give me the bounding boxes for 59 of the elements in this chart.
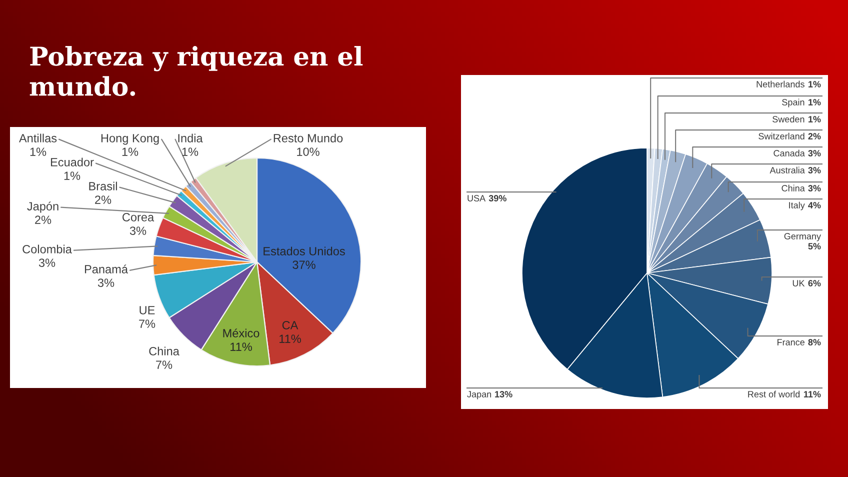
slice-label: France — [778, 339, 804, 346]
slice-label: CA — [282, 321, 298, 330]
slice-label: UE — [140, 306, 155, 314]
data-label: 10% — [297, 148, 320, 156]
slice-label: Sweden — [772, 116, 804, 122]
slice-label: Hong Kong — [101, 134, 159, 145]
data-label: 37% — [292, 260, 316, 269]
data-label: 6% — [808, 280, 821, 286]
data-label: 7% — [139, 320, 156, 328]
slice-label: Canada — [774, 150, 805, 156]
slice-label: Japan — [467, 391, 492, 400]
data-label: 11% — [280, 334, 301, 343]
slice-label: Resto Mundo — [274, 134, 343, 142]
data-label: 5% — [808, 243, 821, 250]
slice-label: Italy — [789, 202, 805, 210]
data-label: 3% — [130, 226, 146, 235]
chart-title: Pobreza y riqueza en el mundo. — [30, 46, 363, 96]
slice-label: Japón — [27, 202, 58, 213]
slice-label: China — [782, 184, 805, 192]
data-label: 1% — [808, 116, 821, 122]
data-label: 3% — [808, 185, 821, 192]
data-label: 2% — [808, 133, 821, 140]
slice-label: Corea — [122, 213, 154, 222]
data-label: 2% — [35, 216, 52, 224]
data-label: 1% — [122, 148, 138, 156]
slice-label: UK — [792, 280, 805, 286]
slice-label: Germany — [784, 233, 821, 242]
data-label: 1% — [808, 81, 821, 88]
slice-label: Estados Unidos — [264, 246, 345, 256]
data-label: 3% — [808, 167, 821, 174]
data-label: 11% — [804, 391, 821, 398]
data-label: 2% — [95, 196, 112, 204]
data-label: 4% — [808, 202, 821, 208]
data-label: 13% — [495, 391, 512, 398]
data-label: 39% — [488, 195, 506, 202]
data-label: 1% — [808, 99, 821, 106]
slice-label: Brasil — [89, 182, 117, 190]
slice-label: USA — [468, 195, 486, 202]
data-label: 11% — [230, 342, 252, 351]
data-label: 3% — [38, 258, 56, 267]
slice-label: Australia — [770, 166, 805, 174]
data-label: 1% — [30, 148, 46, 156]
data-label: 1% — [64, 172, 80, 180]
slice-label: Spain — [782, 98, 804, 108]
data-label: 1% — [182, 148, 198, 156]
data-label: 3% — [808, 150, 821, 156]
slice-label: México — [223, 328, 260, 338]
data-label: 7% — [156, 360, 172, 369]
slice-label: Antillas — [18, 134, 57, 142]
slice-label: India — [178, 134, 203, 142]
slice-label: Netherlands — [756, 80, 804, 88]
slice-label: Panamá — [84, 264, 128, 274]
slice-label: Rest of world — [748, 390, 800, 398]
data-label: 8% — [808, 339, 821, 346]
slice-label: Ecuador — [50, 158, 94, 166]
slice-label: Colombia — [22, 244, 72, 254]
slice-label: Switzerland — [758, 132, 804, 140]
data-label: 3% — [98, 278, 114, 287]
slice-label: China — [149, 346, 180, 356]
